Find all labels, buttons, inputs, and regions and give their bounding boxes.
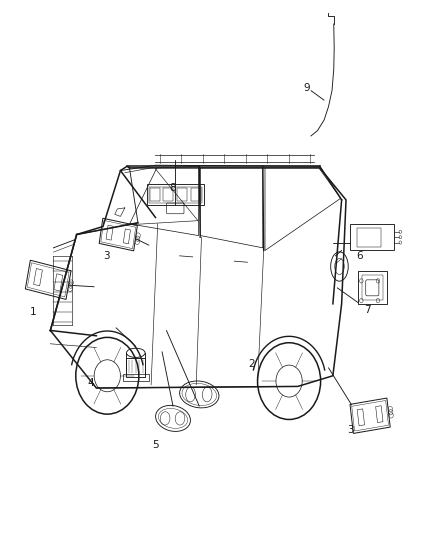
Text: 9: 9 — [303, 83, 310, 93]
Bar — [350, 224, 394, 250]
Text: 3: 3 — [102, 251, 110, 261]
Bar — [25, 260, 71, 300]
Bar — [150, 188, 160, 201]
Text: 8: 8 — [170, 183, 177, 192]
Bar — [357, 409, 364, 426]
Bar — [376, 406, 383, 423]
Bar — [163, 188, 173, 201]
Bar — [352, 400, 389, 431]
Bar — [149, 187, 201, 203]
Bar — [350, 398, 390, 433]
Text: 6: 6 — [356, 251, 363, 261]
Bar — [54, 274, 63, 291]
Bar — [106, 225, 113, 240]
Bar — [34, 269, 42, 286]
Text: 3: 3 — [347, 425, 354, 435]
Bar — [127, 358, 145, 377]
Text: 7: 7 — [364, 305, 371, 315]
Bar — [124, 229, 131, 244]
Bar — [101, 221, 136, 248]
Text: 1: 1 — [29, 307, 36, 317]
Bar — [123, 374, 149, 381]
Bar — [177, 188, 187, 201]
Bar — [358, 271, 387, 304]
Bar — [147, 184, 204, 205]
Bar — [357, 228, 381, 247]
Bar — [191, 188, 201, 201]
Text: 2: 2 — [248, 359, 255, 368]
Bar — [99, 218, 138, 251]
Bar — [27, 263, 69, 297]
Text: 4: 4 — [88, 378, 95, 387]
Bar — [362, 276, 383, 300]
Text: 5: 5 — [152, 440, 159, 450]
